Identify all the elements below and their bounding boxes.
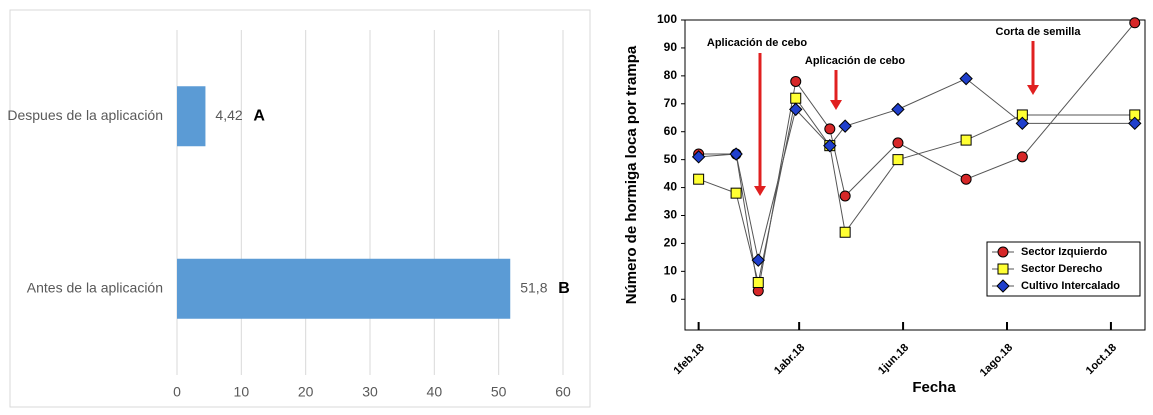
y-tick-label: Antes de la aplicación (27, 279, 163, 295)
value-label: 51,8 (520, 279, 547, 295)
plot-frame (684, 19, 1146, 331)
marker (789, 102, 803, 117)
legend-label: Sector Izquierdo (1021, 246, 1107, 258)
y-tick-label: 70 (664, 96, 678, 110)
significance-label: A (253, 107, 265, 124)
marker (691, 150, 706, 164)
legend-label: Cultivo Intercalado (1021, 280, 1120, 292)
y-tick-label: 90 (664, 40, 678, 54)
legend-marker (996, 279, 1010, 293)
y-axis-label: Número de hormiga loca por trampa (623, 45, 640, 304)
marker (1129, 17, 1141, 29)
y-tick-label: 40 (664, 180, 678, 194)
legend-marker (997, 246, 1009, 258)
bar (177, 86, 206, 147)
marker (730, 187, 742, 199)
series-line (698, 78, 1135, 261)
x-tick-label: 1jun.18 (876, 342, 911, 377)
marker (960, 134, 972, 146)
series-line (698, 96, 1135, 283)
y-tick-label: 50 (664, 152, 678, 166)
marker (824, 123, 836, 135)
marker (693, 173, 705, 185)
marker (892, 154, 904, 166)
marker (839, 190, 851, 202)
marker (1128, 116, 1142, 131)
y-tick-label: Despues de la aplicación (7, 107, 163, 123)
x-tick-label: 50 (491, 384, 507, 400)
significance-label: B (558, 280, 570, 297)
marker (751, 253, 765, 267)
right-chart: Fecha Número de hormiga loca por trampa … (623, 12, 1146, 396)
x-tick-label: 30 (362, 384, 378, 400)
marker (752, 277, 764, 289)
marker (729, 147, 743, 161)
x-tick-label: 60 (555, 384, 571, 400)
x-tick-label: 10 (234, 384, 250, 400)
x-tick-label: 20 (298, 384, 314, 400)
marker (838, 119, 852, 133)
left-chart: 0 10 20 30 40 50 60 Despues de la aplicación 4,4… (7, 9, 591, 408)
marker (892, 137, 904, 149)
legend-label: Sector Derecho (1021, 263, 1103, 275)
y-tick-label: 20 (664, 236, 678, 250)
marker (790, 75, 802, 87)
annotation: Aplicación de cebo (707, 37, 808, 49)
x-tick-label: 1abr.18 (772, 342, 807, 377)
chart-border (9, 9, 591, 408)
arrow-head (1027, 85, 1039, 95)
marker (823, 138, 837, 153)
marker (1016, 151, 1028, 163)
x-tick-label: 1feb.18 (672, 342, 707, 377)
bar (177, 258, 511, 319)
marker (959, 71, 973, 86)
x-axis-label: Fecha (912, 379, 956, 396)
x-tick-label: 1ago.18 (978, 342, 1015, 379)
marker (960, 173, 972, 185)
legend-marker (997, 263, 1009, 275)
marker (839, 226, 851, 238)
arrow-head (830, 100, 842, 110)
y-tick-label: 100 (657, 12, 677, 26)
series-line (698, 22, 1136, 291)
y-tick-label: 80 (664, 68, 678, 82)
arrow-head (754, 186, 766, 196)
marker (1015, 116, 1030, 131)
annotation: Aplicación de cebo (805, 55, 906, 67)
marker (891, 102, 905, 117)
y-tick-label: 60 (664, 124, 678, 138)
value-label: 4,42 (215, 107, 242, 123)
x-tick-label: 0 (173, 384, 181, 400)
y-tick-label: 30 (664, 208, 678, 222)
y-tick-label: 0 (670, 291, 677, 305)
annotation: Corta de semilla (996, 26, 1082, 38)
x-tick-label: 40 (427, 384, 443, 400)
x-tick-label: 1oct.18 (1084, 342, 1119, 377)
y-tick-label: 10 (664, 264, 678, 278)
marker (790, 92, 802, 104)
